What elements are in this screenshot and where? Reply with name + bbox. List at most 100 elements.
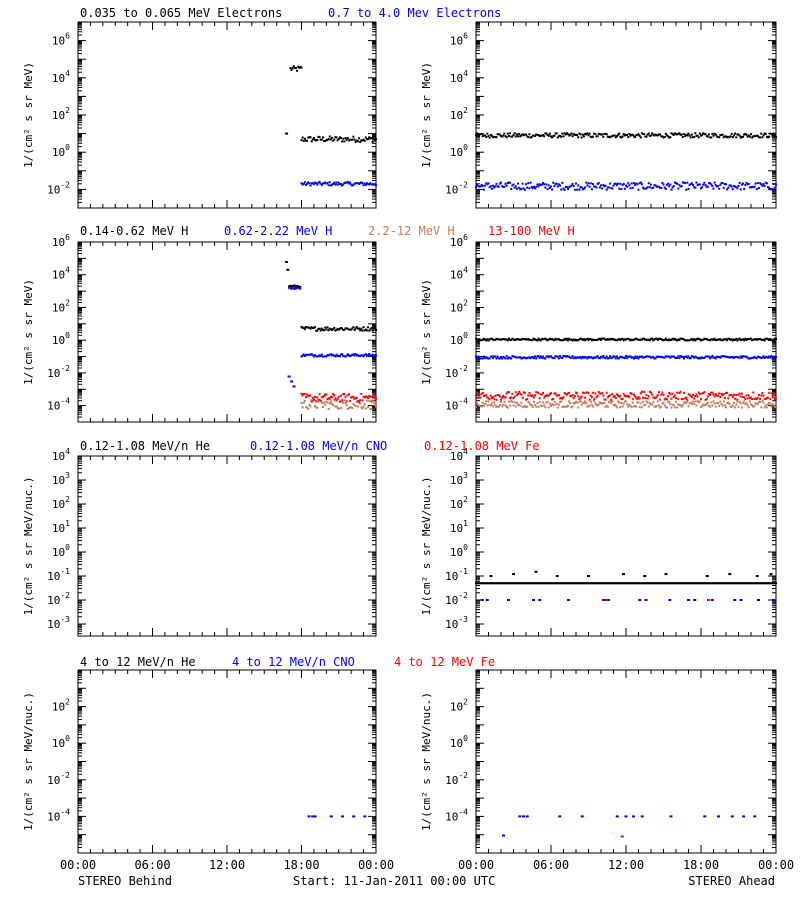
data-point <box>314 326 317 329</box>
data-point <box>546 339 549 342</box>
data-point <box>480 405 483 408</box>
data-point <box>523 133 526 136</box>
data-point <box>676 406 679 409</box>
data-point <box>767 356 770 359</box>
data-point <box>595 135 598 138</box>
data-point <box>613 338 616 341</box>
data-point <box>665 355 668 358</box>
legend-entry: 4 to 12 MeV Fe <box>394 655 495 669</box>
data-point <box>671 392 674 395</box>
data-point <box>292 65 295 68</box>
data-point <box>526 186 529 189</box>
data-point <box>495 357 498 360</box>
y-tick-label: 10-2 <box>47 180 70 196</box>
data-point <box>600 582 602 585</box>
data-point <box>301 354 304 357</box>
data-point <box>493 355 496 358</box>
data-point <box>763 406 766 409</box>
data-point <box>661 356 664 359</box>
data-point <box>552 582 555 585</box>
data-point <box>338 327 341 330</box>
data-point <box>330 183 333 186</box>
data-point <box>664 187 667 190</box>
data-point <box>707 355 710 358</box>
data-point <box>534 570 538 573</box>
data-point <box>565 405 568 408</box>
data-point <box>534 355 537 358</box>
data-point <box>709 357 712 360</box>
data-point <box>309 136 312 139</box>
data-point <box>600 184 602 187</box>
data-point <box>761 339 764 342</box>
data-point <box>579 396 582 399</box>
data-point <box>569 338 572 341</box>
data-point <box>667 339 670 342</box>
data-point <box>715 338 718 341</box>
data-point <box>323 329 326 332</box>
data-point <box>490 402 493 405</box>
data-point <box>495 405 498 408</box>
data-point <box>685 582 688 585</box>
data-point <box>362 184 365 187</box>
data-point <box>523 356 526 359</box>
data-point <box>722 354 725 357</box>
data-point <box>504 182 507 185</box>
data-point <box>638 182 641 185</box>
data-point <box>762 338 765 341</box>
data-point <box>592 582 595 585</box>
data-point <box>635 582 638 585</box>
data-point <box>664 397 667 400</box>
data-point <box>344 402 347 405</box>
data-point <box>310 399 313 402</box>
data-point <box>307 136 310 139</box>
data-point <box>614 339 617 342</box>
data-point <box>359 402 362 405</box>
data-point <box>756 181 759 184</box>
data-point <box>584 339 587 342</box>
data-point <box>555 338 558 341</box>
data-point <box>542 401 545 404</box>
data-point <box>318 136 321 139</box>
data-point <box>620 835 624 838</box>
plot-frame <box>475 21 777 209</box>
data-point <box>534 187 537 190</box>
data-point <box>636 355 639 358</box>
data-point <box>356 140 359 143</box>
data-point <box>684 401 687 404</box>
data-point <box>646 397 649 400</box>
data-point <box>582 338 585 341</box>
data-point <box>350 354 353 357</box>
data-point <box>313 815 317 818</box>
data-point <box>628 355 631 358</box>
data-point <box>638 338 641 341</box>
data-point <box>578 338 581 341</box>
data-point <box>651 132 654 135</box>
y-tick-label: 102 <box>450 698 468 714</box>
data-point <box>763 339 766 342</box>
data-point <box>581 133 584 136</box>
data-point <box>573 188 576 191</box>
data-point <box>501 185 504 188</box>
data-point <box>588 185 591 188</box>
data-point <box>315 329 318 332</box>
data-point <box>596 355 599 358</box>
data-point <box>364 407 367 410</box>
data-point <box>341 400 344 403</box>
data-point <box>303 355 306 358</box>
y-tick-label: 10-2 <box>445 771 468 787</box>
data-point <box>552 404 555 407</box>
data-point <box>529 357 532 360</box>
data-point <box>712 356 715 359</box>
data-point <box>753 185 756 188</box>
data-point <box>719 183 722 186</box>
data-point <box>512 183 515 186</box>
data-point <box>326 401 329 404</box>
data-point <box>300 66 303 69</box>
data-point <box>534 338 537 341</box>
data-point <box>689 183 692 186</box>
data-point <box>497 357 500 360</box>
data-point <box>602 135 605 138</box>
data-point <box>595 582 598 585</box>
data-point <box>506 182 509 185</box>
data-point <box>480 582 483 585</box>
